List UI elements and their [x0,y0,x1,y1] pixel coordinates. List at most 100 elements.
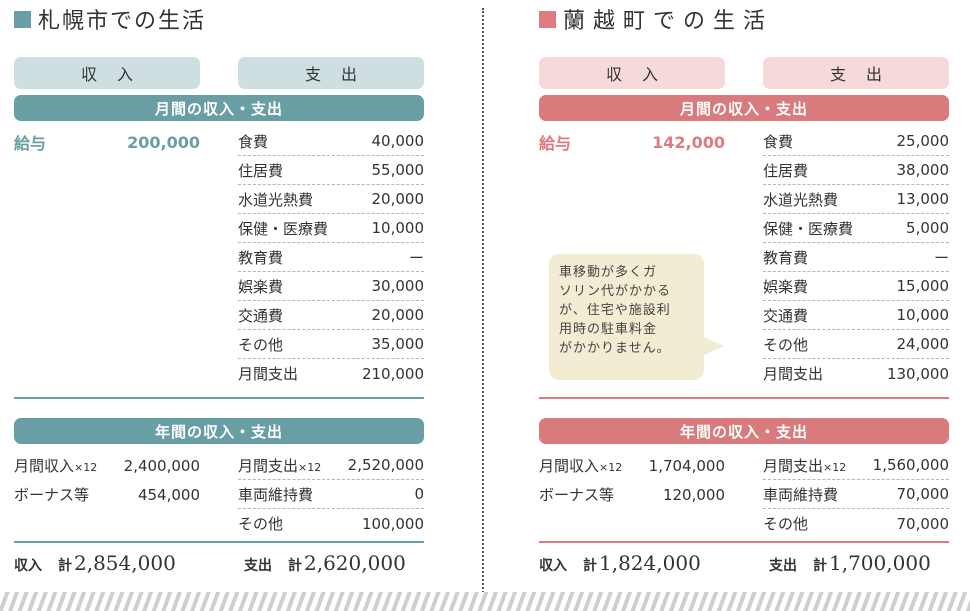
item-label: ボーナス等 [14,484,89,505]
item-label: 交通費 [238,306,284,325]
item-label-text: 月間収入 [539,457,600,475]
item-value: 25,000 [896,132,950,150]
item-label-text: その他 [238,515,284,533]
item-value: 20,000 [371,306,425,324]
item-label: 水道光熱費 [238,190,314,209]
bubble-line: が、住宅や施設利 [559,303,671,318]
list-item: 食費 40,000 [238,127,424,156]
list-item: 保健・医療費 10,000 [238,214,424,243]
list-item: ボーナス等 120,000 [539,480,725,509]
item-label-text: 車両維持費 [238,485,314,504]
item-label: その他 [238,335,284,354]
total-expense-label: 支出 [244,558,272,574]
item-label: その他 [763,335,809,354]
item-label: 娯楽費 [763,277,809,296]
annual-income-list: 月間収入×12 2,400,000 ボーナス等 454,000 [14,451,200,509]
item-value: 40,000 [371,132,425,150]
list-item: その他 70,000 [763,509,949,538]
section-divider [14,541,424,543]
item-label: 車両維持費 [238,484,313,505]
item-label: 月間支出×12 [238,455,321,476]
item-value: 30,000 [371,277,425,295]
total-expense-label: 支出 [769,558,797,574]
list-item: 月間支出 210,000 [238,359,424,388]
list-item: 月間収入×12 1,704,000 [539,451,725,480]
item-value: 38,000 [896,161,950,179]
section-divider [14,397,424,399]
item-label: 月間支出 [763,365,824,383]
item-value: 55,000 [371,161,425,179]
salary-label: 給与 [539,134,572,153]
item-label: 月間収入×12 [14,455,97,476]
total-kei: 計 [813,558,827,574]
panel-title: 蘭越町での生活 [539,4,773,34]
rankoshi-panel: 蘭越町での生活 収入 支出 月間の収入・支出 給与 142,000 車移動が多く… [539,0,949,590]
list-item: 月間支出×12 1,560,000 [763,451,949,480]
item-label: ボーナス等 [539,484,614,505]
item-value: 5,000 [906,219,949,237]
square-marker-icon [14,10,31,28]
item-value: 2,400,000 [123,456,200,475]
item-value: 120,000 [662,485,725,504]
item-label-text: 車両維持費 [763,485,839,504]
item-suffix: ×12 [599,461,623,474]
item-value: 454,000 [137,485,200,504]
list-item: ボーナス等 454,000 [14,480,200,509]
total-income-label: 収入 [14,558,42,574]
list-item: 住居費 38,000 [763,156,949,185]
item-label: 娯楽費 [238,277,284,296]
total-income: 収入 計 1,824,000 [539,551,701,585]
section-divider [539,541,949,543]
item-label: 教育費 [238,248,284,267]
annual-band: 年間の収入・支出 [539,418,949,444]
annual-band: 年間の収入・支出 [14,418,424,444]
annual-income-list: 月間収入×12 1,704,000 ボーナス等 120,000 [539,451,725,509]
monthly-band: 月間の収入・支出 [539,95,949,121]
item-value: 10,000 [896,306,950,324]
item-label-text: 月間支出 [238,456,299,475]
item-value: 100,000 [361,514,424,533]
total-income: 収入 計 2,854,000 [14,551,176,585]
list-item: 水道光熱費 13,000 [763,185,949,214]
income-header: 収入 [14,57,200,89]
panel-title-text: 札幌市での生活 [38,9,207,34]
item-label: 住居費 [238,161,284,180]
salary-row: 給与 142,000 [539,127,725,157]
item-value: 0 [414,485,424,503]
list-item: 月間支出×12 2,520,000 [238,451,424,480]
item-label-text: その他 [763,515,809,533]
speech-bubble-note: 車移動が多くガ ソリン代がかかる が、住宅や施設利 用時の駐車料金 がかかりませ… [549,254,724,380]
item-label: 水道光熱費 [763,190,839,209]
item-label: 保健・医療費 [238,219,329,238]
annual-expense-list: 月間支出×12 1,560,000 車両維持費 70,000 その他 70,000 [763,451,949,538]
list-item: 食費 25,000 [763,127,949,156]
list-item: 交通費 20,000 [238,301,424,330]
item-value: 2,520,000 [347,456,424,474]
item-label: 月間支出×12 [763,455,846,476]
item-label: 食費 [238,132,269,151]
item-suffix: ×12 [298,460,322,474]
salary-value: 142,000 [652,132,725,152]
item-value: 1,704,000 [648,456,725,475]
item-label-text: 月間収入 [14,457,75,475]
item-value: ー [933,248,949,267]
total-expense-value: 1,700,000 [829,551,931,575]
item-label: 月間収入×12 [539,455,622,476]
item-value: 20,000 [371,190,425,208]
item-label: 車両維持費 [763,484,838,505]
bubble-line: 車移動が多くガ [559,265,658,280]
item-label: 教育費 [763,248,809,267]
square-marker-icon [539,10,556,28]
list-item: 車両維持費 0 [238,480,424,509]
panel-title: 札幌市での生活 [14,4,206,34]
bubble-line: 用時の駐車料金 [559,322,658,337]
item-value: 24,000 [896,335,950,353]
expense-header: 支出 [763,57,949,89]
item-label: 食費 [763,132,794,151]
item-label-text: ボーナス等 [14,486,90,504]
item-value: ー [408,248,424,267]
salary-row: 給与 200,000 [14,127,200,157]
list-item: その他 35,000 [238,330,424,359]
bubble-line: ソリン代がかかる [559,284,672,299]
bubble-line: がかかりません。 [559,341,671,356]
